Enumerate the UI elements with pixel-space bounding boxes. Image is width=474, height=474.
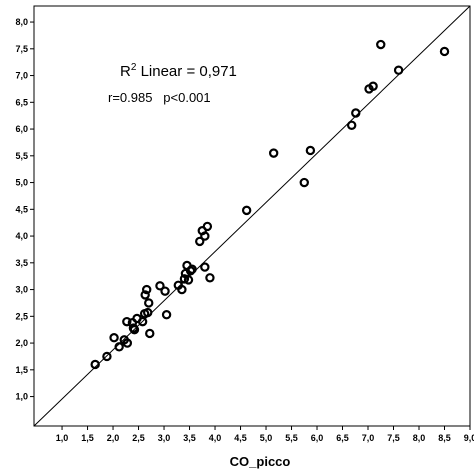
correlation-annotation: r=0.985 p<0.001 — [108, 90, 211, 105]
data-point — [268, 148, 279, 158]
data-point — [155, 281, 165, 291]
r-squared-annotation: R2 Linear = 0,971 — [120, 62, 237, 80]
y-tick-label: 4,0 — [15, 231, 28, 241]
y-tick-label: 1,5 — [15, 365, 28, 375]
data-point — [185, 266, 196, 276]
regression-line — [33, 5, 471, 427]
data-point — [122, 338, 133, 348]
x-tick-label: 2,0 — [107, 433, 120, 443]
data-point — [161, 310, 172, 320]
x-tick-label: 4,5 — [234, 433, 247, 443]
y-tick-label: 7,0 — [15, 71, 28, 81]
data-point — [346, 120, 357, 131]
data-point — [102, 351, 112, 362]
data-points — [90, 39, 450, 370]
r2-label: R — [120, 63, 131, 80]
y-tick-label: 7,5 — [15, 44, 28, 54]
data-point — [195, 236, 205, 247]
y-tick-label: 2,0 — [15, 338, 28, 348]
y-tick-label: 6,0 — [15, 124, 28, 134]
data-point — [140, 290, 150, 300]
data-point — [351, 108, 361, 118]
data-point — [376, 39, 386, 50]
data-point — [128, 323, 139, 333]
data-point — [200, 231, 210, 241]
data-point — [90, 359, 100, 370]
data-point — [137, 316, 148, 327]
data-point — [122, 316, 132, 327]
r2-value: Linear = 0,971 — [136, 63, 237, 80]
r2-superscript: 2 — [131, 62, 137, 73]
data-point — [114, 342, 124, 352]
data-point — [305, 145, 316, 156]
y-tick-label: 2,5 — [15, 311, 28, 321]
x-tick-label: 3,5 — [183, 433, 196, 443]
data-point — [183, 275, 194, 285]
data-point — [144, 298, 154, 308]
data-point — [205, 273, 215, 283]
data-point — [393, 65, 404, 75]
fit-line-layer — [33, 5, 471, 427]
y-tick-label: 1,0 — [15, 392, 28, 402]
data-point — [177, 284, 187, 295]
data-point — [160, 286, 170, 296]
x-tick-label: 1,0 — [56, 433, 69, 443]
y-tick-label: 6,5 — [15, 97, 28, 107]
x-tick-label: 1,5 — [81, 433, 94, 443]
x-tick-label: 6,5 — [336, 433, 349, 443]
x-tick-label: 6,0 — [311, 433, 324, 443]
x-axis-title: CO_picco — [230, 454, 291, 469]
data-point — [143, 307, 153, 318]
plot-frame — [33, 5, 471, 427]
y-tick-label: 3,0 — [15, 285, 28, 295]
data-point — [141, 284, 152, 295]
data-point — [439, 46, 450, 57]
x-tick-label: 5,5 — [285, 433, 298, 443]
x-tick-label: 9,0 — [464, 433, 474, 443]
data-point — [202, 221, 213, 232]
x-tick-label: 3,0 — [158, 433, 171, 443]
data-point — [145, 328, 155, 339]
data-point — [200, 262, 210, 272]
y-tick-label: 3,5 — [15, 258, 28, 268]
x-tick-label: 7,5 — [387, 433, 400, 443]
plot-area — [33, 5, 471, 427]
y-tick-label: 5,5 — [15, 151, 28, 161]
x-tick-label: 8,5 — [438, 433, 451, 443]
x-tick-label: 2,5 — [132, 433, 145, 443]
data-point — [109, 333, 119, 343]
data-point — [241, 205, 252, 216]
y-tick-label: 4,5 — [15, 204, 28, 214]
data-point — [179, 274, 190, 284]
x-tick-label: 7,0 — [362, 433, 375, 443]
x-tick-label: 4,0 — [209, 433, 222, 443]
data-point — [299, 177, 309, 188]
data-point — [187, 264, 197, 274]
axis-ticks: 1,0 1,5 2,0 2,5 3,0 3,5 4,0 4,5 5,0 5,5 6,0 6,5 7,0 7… — [15, 17, 474, 443]
y-tick-label: 8,0 — [15, 17, 28, 27]
x-tick-label: 5,0 — [260, 433, 273, 443]
data-point — [368, 81, 378, 91]
x-tick-label: 8,0 — [413, 433, 426, 443]
y-tick-label: 5,0 — [15, 178, 28, 188]
